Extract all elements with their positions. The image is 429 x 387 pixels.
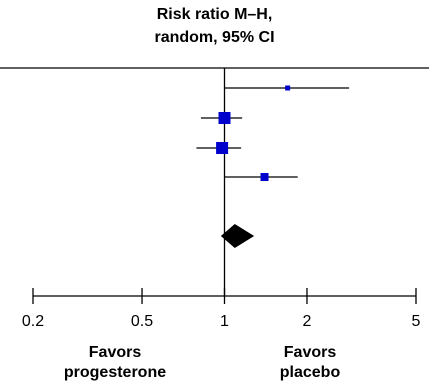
favors-left-line-1: Favors	[88, 344, 142, 361]
x-tick-label-5: 5	[412, 313, 421, 330]
favors-progesterone-label: Favors progesterone	[40, 343, 190, 383]
favors-right-line-2: placebo	[279, 364, 341, 381]
favors-left-line-2: progesterone	[63, 364, 167, 381]
x-tick-label-1: 1	[220, 313, 229, 330]
favors-placebo-label: Favors placebo	[255, 343, 365, 383]
point-estimate-study-3	[216, 142, 229, 154]
point-estimate-study-2	[218, 112, 231, 124]
header-line-1: Risk ratio M–H,	[156, 6, 273, 23]
x-tick-label-0.5: 0.5	[131, 313, 153, 330]
point-estimate-study-1	[285, 85, 291, 91]
favors-right-line-1: Favors	[283, 344, 337, 361]
x-tick-label-2: 2	[303, 313, 312, 330]
pooled-estimate-diamond	[220, 224, 255, 248]
header-line-2: random, 95% CI	[154, 29, 275, 46]
x-tick-label-0.2: 0.2	[22, 313, 44, 330]
point-estimate-study-4	[260, 173, 269, 181]
